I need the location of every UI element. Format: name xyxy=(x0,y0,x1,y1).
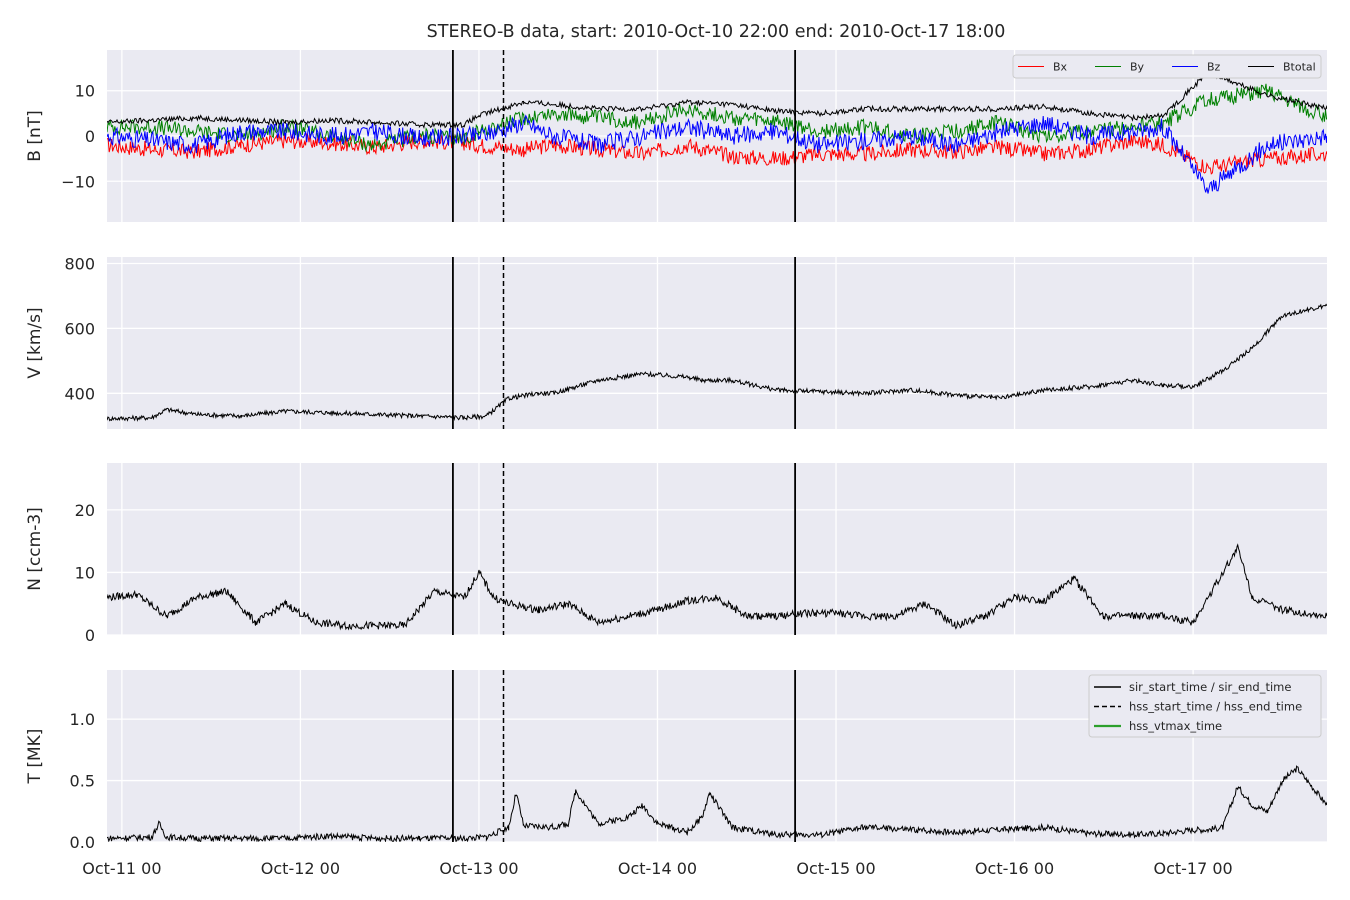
x-tick-label: Oct-16 00 xyxy=(975,859,1054,878)
plot-background xyxy=(107,463,1327,635)
x-tick-labels: Oct-11 00 Oct-12 00 Oct-13 00 Oct-14 00 Oct-… xyxy=(82,859,1232,878)
x-tick-label: Oct-12 00 xyxy=(261,859,340,878)
y-tick-label: 0 xyxy=(85,127,95,146)
panel-3: 0 10 20 N [ccm-3] xyxy=(25,463,1327,645)
panel-1: −10 0 10 B [nT] Bx By Bz Btotal xyxy=(25,50,1327,222)
y-tick-label: −10 xyxy=(61,172,95,191)
panel-2: 400 600 800 V [km/s] xyxy=(25,254,1327,429)
y-tick-label: 400 xyxy=(64,384,95,403)
legend-entry: Bz xyxy=(1207,61,1221,74)
legend-b: Bx By Bz Btotal xyxy=(1012,54,1322,79)
legend-entry: hss_vtmax_time xyxy=(1129,719,1222,733)
legend-entry: hss_start_time / hss_end_time xyxy=(1129,700,1302,714)
panel-4: 0.0 0.5 1.0 T [MK] sir_start_time / sir_end_… xyxy=(25,670,1327,852)
y-tick-label: 600 xyxy=(64,319,95,338)
legend-entry: sir_start_time / sir_end_time xyxy=(1129,680,1291,694)
y-axis-label: V [km/s] xyxy=(25,307,45,378)
series-line-btotal xyxy=(107,69,1327,129)
series-line-data xyxy=(107,765,1327,842)
legend-t: sir_start_time / sir_end_time hss_start_t… xyxy=(1088,674,1322,738)
x-tick-label: Oct-13 00 xyxy=(439,859,518,878)
y-tick-label: 800 xyxy=(64,254,95,273)
x-tick-label: Oct-14 00 xyxy=(618,859,697,878)
y-tick-label: 1.0 xyxy=(70,710,95,729)
x-tick-label: Oct-11 00 xyxy=(82,859,161,878)
y-tick-label: 10 xyxy=(75,82,95,101)
legend-box xyxy=(1012,54,1322,79)
y-axis-label: B [nT] xyxy=(25,110,45,162)
legend-box xyxy=(1088,674,1322,738)
y-tick-label: 0.5 xyxy=(70,772,95,791)
y-axis-label: T [MK] xyxy=(25,729,45,785)
y-tick-label: 0.0 xyxy=(70,833,95,852)
x-tick-label: Oct-15 00 xyxy=(796,859,875,878)
legend-entry: Btotal xyxy=(1283,61,1316,74)
legend-entry: By xyxy=(1130,61,1145,74)
series-line-data xyxy=(107,303,1327,422)
series-line-bz xyxy=(107,114,1327,194)
panels: −10 0 10 B [nT] Bx By Bz Btotal 400 600 800 V [km/s… xyxy=(25,50,1327,852)
x-tick-label: Oct-17 00 xyxy=(1153,859,1232,878)
y-tick-label: 0 xyxy=(85,626,95,645)
y-axis-label: N [ccm-3] xyxy=(25,507,45,591)
y-tick-label: 10 xyxy=(75,563,95,582)
legend-entry: Bx xyxy=(1053,61,1068,74)
series-line-data xyxy=(107,543,1327,631)
y-tick-label: 20 xyxy=(75,501,95,520)
figure-title: STEREO-B data, start: 2010-Oct-10 22:00 … xyxy=(427,22,1006,42)
plot-background xyxy=(107,257,1327,429)
